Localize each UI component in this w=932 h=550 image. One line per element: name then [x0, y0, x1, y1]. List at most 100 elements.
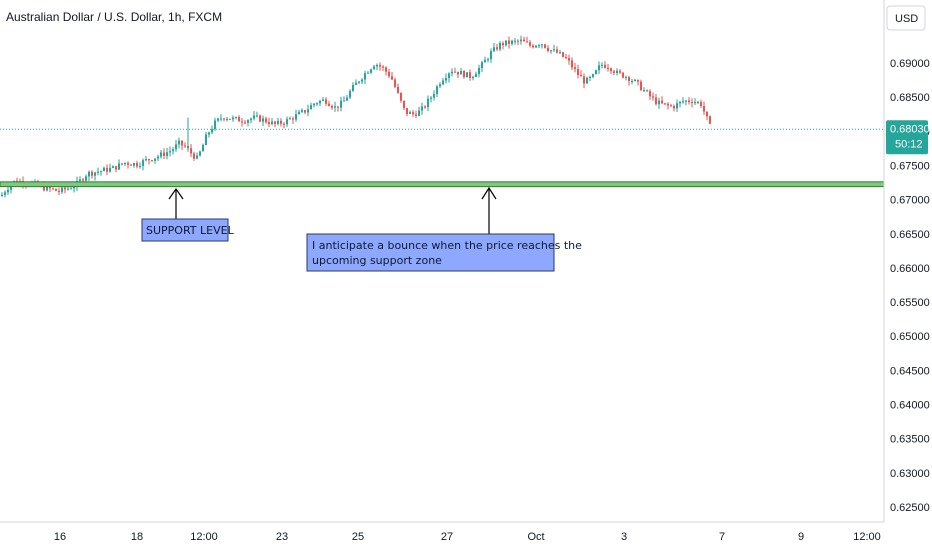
candle-body — [280, 120, 282, 124]
candle-body — [490, 51, 492, 60]
candle-body — [1, 194, 3, 197]
candle-body — [46, 185, 48, 191]
candle-body — [625, 76, 627, 78]
candle-body — [289, 118, 291, 120]
candle-body — [562, 52, 564, 57]
candle-body — [436, 86, 438, 95]
candle-body — [592, 74, 594, 77]
candle-body — [496, 47, 498, 50]
candle-body — [340, 100, 342, 108]
candle-body — [565, 56, 567, 59]
candle-body — [148, 159, 150, 161]
candle-body — [526, 41, 528, 43]
candle-body — [706, 111, 708, 117]
candle-body — [631, 80, 633, 82]
candle-body — [613, 71, 615, 74]
candle-body — [634, 79, 636, 81]
last-price-tag — [886, 120, 928, 155]
candle-body — [502, 42, 504, 46]
candle-body — [160, 152, 162, 157]
candle-body — [508, 40, 510, 44]
candle-body — [52, 188, 54, 190]
candle-body — [487, 59, 489, 61]
candle-body — [247, 120, 249, 123]
candle-body — [61, 187, 63, 192]
candle-body — [397, 86, 399, 93]
candle-body — [598, 65, 600, 71]
candle-body — [451, 71, 453, 74]
candle-body — [676, 103, 678, 109]
candle-body — [529, 42, 531, 46]
candle-body — [157, 156, 159, 159]
candle-body — [484, 59, 486, 63]
bounce-callout-line1: I anticipate a bounce when the price rea… — [312, 239, 582, 252]
candle-body — [91, 171, 93, 176]
y-tick-label: 0.64000 — [890, 400, 930, 412]
candle-body — [568, 58, 570, 61]
x-tick-label: 12:00 — [190, 531, 218, 543]
candle-body — [331, 105, 333, 108]
candle-body — [679, 101, 681, 104]
time-axis[interactable]: 16 18 12:00 23 25 27 Oct 3 7 9 12:00 — [54, 531, 881, 543]
candle-body — [124, 162, 126, 165]
candle-body — [142, 160, 144, 166]
candle-body — [574, 67, 576, 69]
candle-body — [637, 79, 639, 82]
support-level-callout[interactable] — [141, 218, 229, 242]
x-tick-label: 27 — [441, 531, 453, 543]
candle-body — [136, 162, 138, 167]
candle-body — [73, 186, 75, 189]
candle-body — [253, 115, 255, 119]
candlestick-series — [1, 35, 711, 198]
candle-body — [523, 39, 525, 42]
bar-countdown: 50:12 — [895, 138, 923, 150]
candle-body — [547, 47, 549, 51]
candle-body — [580, 74, 582, 77]
candle-body — [673, 105, 675, 109]
candle-body — [154, 158, 156, 161]
candle-body — [139, 165, 141, 167]
candle-body — [130, 164, 132, 166]
y-tick-label: 0.67500 — [890, 160, 930, 172]
currency-button[interactable] — [886, 5, 926, 31]
candle-body — [127, 162, 129, 165]
candle-body — [292, 118, 294, 120]
candle-body — [214, 120, 216, 130]
candle-body — [409, 112, 411, 115]
bounce-callout[interactable] — [306, 233, 555, 272]
candle-body — [391, 76, 393, 80]
candle-body — [355, 82, 357, 86]
candle-body — [382, 66, 384, 68]
candle-body — [418, 110, 420, 116]
y-tick-label: 0.62500 — [890, 502, 930, 514]
candle-body — [400, 92, 402, 101]
y-tick-label: 0.64500 — [890, 365, 930, 377]
candle-body — [358, 81, 360, 83]
candle-body — [268, 122, 270, 125]
candle-body — [475, 74, 477, 77]
candle-body — [364, 73, 366, 80]
candle-body — [172, 149, 174, 152]
candle-body — [211, 129, 213, 133]
x-tick-label: 25 — [352, 531, 364, 543]
candle-body — [658, 100, 660, 105]
candle-body — [586, 77, 588, 84]
candle-body — [370, 69, 372, 73]
x-tick-label: 18 — [131, 531, 143, 543]
bounce-arrow — [481, 186, 497, 234]
candle-body — [301, 110, 303, 112]
candle-body — [640, 81, 642, 91]
candle-body — [4, 192, 6, 195]
currency-label: USD — [895, 13, 918, 25]
candle-body — [385, 67, 387, 72]
candle-body — [229, 118, 231, 120]
candle-body — [232, 117, 234, 120]
candle-body — [106, 167, 108, 172]
candle-body — [361, 79, 363, 82]
y-tick-label: 0.65500 — [890, 297, 930, 309]
candle-body — [79, 179, 81, 182]
candle-body — [607, 67, 609, 69]
candle-body — [406, 108, 408, 115]
support-zone[interactable] — [0, 181, 885, 188]
